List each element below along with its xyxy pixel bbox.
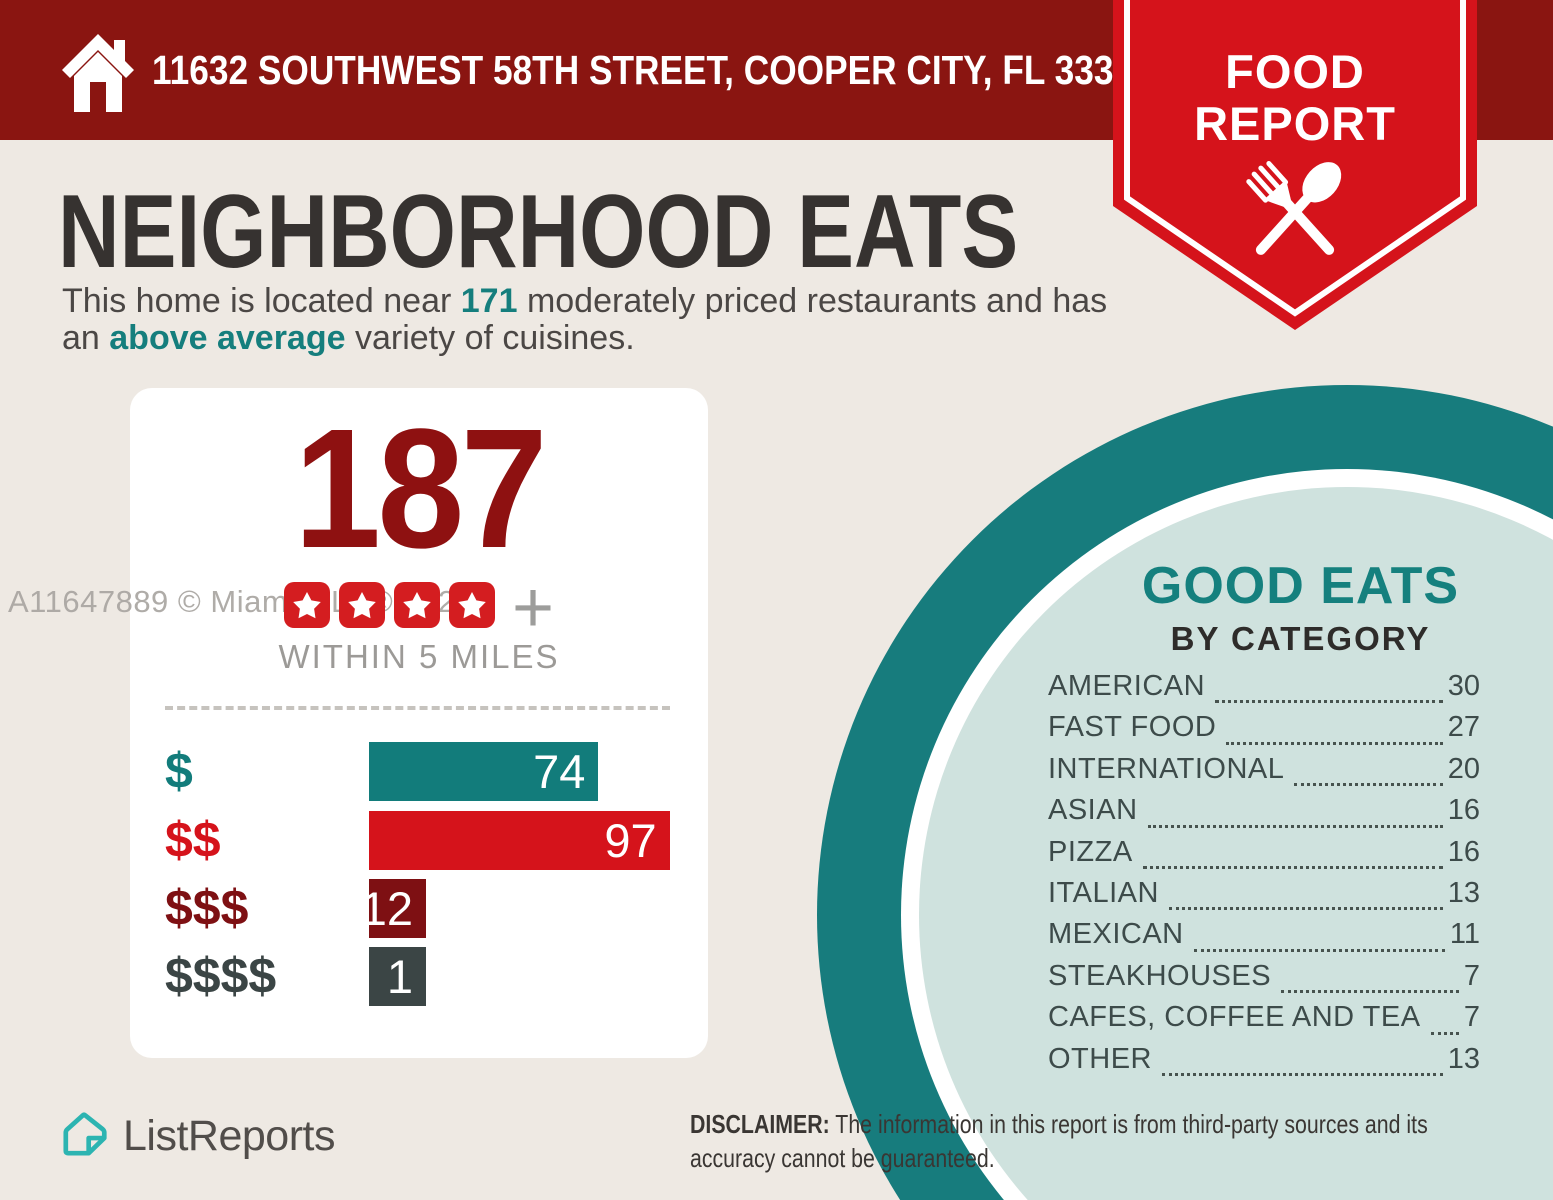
category-count: 27: [1447, 711, 1480, 744]
star-icon: [448, 582, 495, 628]
category-label: PIZZA: [1048, 835, 1133, 868]
total-restaurants: 187: [294, 394, 548, 584]
category-row: INTERNATIONAL 20: [1048, 753, 1480, 794]
disclaimer-text: DISCLAIMER: The information in this repo…: [690, 1109, 1428, 1173]
food-report-ribbon: FOOD REPORT: [1113, 0, 1477, 336]
restaurant-count: 171: [460, 282, 518, 320]
category-label: CAFES, COFFEE AND TEA: [1048, 1001, 1421, 1034]
home-icon: [62, 34, 134, 112]
dashed-divider: [165, 706, 670, 710]
dotted-leader: [1168, 907, 1443, 911]
price-tier-row: $$ 97: [130, 811, 708, 870]
ribbon-line1: FOOD: [1225, 45, 1365, 98]
price-tier-label: $$$$: [165, 948, 277, 1004]
listreports-wordmark: ListReports: [123, 1111, 335, 1160]
radius-label: WITHIN 5 MILES: [278, 638, 560, 675]
price-tier-label: $$$: [165, 880, 249, 936]
category-count: 30: [1447, 670, 1480, 702]
dotted-leader: [1215, 700, 1443, 704]
category-row: MEXICAN 11: [1048, 918, 1480, 959]
dotted-leader: [1147, 824, 1443, 828]
category-label: MEXICAN: [1048, 918, 1184, 951]
star-rating: +: [130, 567, 708, 648]
listreports-logo: ListReports: [58, 1110, 335, 1162]
price-tier-label: $$: [165, 812, 221, 868]
category-row: AMERICAN 30: [1048, 670, 1480, 711]
good-eats-subtitle: BY CATEGORY: [1170, 620, 1431, 657]
star-icon: [393, 582, 440, 628]
price-tier-row: $$$ 12: [130, 879, 708, 938]
category-row: ITALIAN 13: [1048, 877, 1480, 918]
category-label: INTERNATIONAL: [1048, 752, 1285, 785]
dotted-leader: [1193, 948, 1445, 952]
price-tier-row: $$$$ 1: [130, 947, 708, 1006]
page-title: NEIGHBORHOOD EATS: [58, 174, 1019, 290]
dotted-leader: [1430, 1031, 1459, 1035]
category-label: AMERICAN: [1048, 670, 1206, 702]
star-icon: [338, 582, 385, 628]
star-icon-wrap: [338, 582, 385, 633]
dotted-leader: [1226, 741, 1443, 745]
good-eats-header: GOOD EATS BY CATEGORY: [1063, 556, 1538, 658]
ribbon-banner-shape: [1113, 0, 1477, 330]
category-row: STEAKHOUSES 7: [1048, 960, 1480, 1001]
star-icon-wrap: [448, 582, 495, 633]
price-tier-bar: 97: [369, 811, 670, 870]
category-label: ITALIAN: [1048, 876, 1159, 909]
price-tier-bar: 74: [369, 742, 599, 801]
category-count: 13: [1447, 876, 1480, 909]
price-tier-label: $: [165, 743, 193, 799]
dotted-leader: [1142, 865, 1443, 869]
category-row: OTHER 13: [1048, 1043, 1480, 1084]
ribbon-line2: REPORT: [1194, 97, 1396, 150]
property-address: 11632 SOUTHWEST 58TH STREET, COOPER CITY…: [152, 47, 1153, 93]
category-row: FAST FOOD 27: [1048, 711, 1480, 752]
good-eats-category-list: AMERICAN 30 FAST FOOD 27 INTERNATIONAL 20 ASIA…: [1048, 670, 1480, 1084]
spoon-fork-icon: [1246, 161, 1342, 255]
category-label: FAST FOOD: [1048, 711, 1217, 744]
dotted-leader: [1294, 783, 1443, 787]
category-count: 7: [1463, 1001, 1480, 1034]
category-label: OTHER: [1048, 1042, 1152, 1075]
category-count: 16: [1447, 794, 1480, 827]
category-count: 7: [1463, 959, 1480, 992]
price-tier-row: $74: [130, 742, 708, 801]
category-count: 13: [1447, 1042, 1480, 1075]
listreports-house-icon: [63, 1112, 107, 1156]
star-icon-wrap: [283, 582, 330, 633]
category-row: ASIAN 16: [1048, 794, 1480, 835]
variety-highlight: above average: [109, 319, 346, 357]
category-row: PIZZA 16: [1048, 836, 1480, 877]
price-tier-bar: 12: [361, 879, 426, 938]
good-eats-title: GOOD EATS: [1141, 557, 1460, 615]
category-count: 20: [1447, 752, 1480, 785]
category-row: CAFES, COFFEE AND TEA 7: [1048, 1001, 1480, 1042]
dotted-leader: [1281, 990, 1459, 994]
category-label: STEAKHOUSES: [1048, 959, 1272, 992]
category-count: 11: [1449, 918, 1480, 951]
star-icon: [283, 582, 330, 628]
price-tier-bar: 1: [369, 947, 426, 1006]
category-label: ASIAN: [1048, 794, 1138, 827]
restaurant-summary-card: 187 + WITHIN 5 MILES $74 $$ 97 $$$ 12 $$$$ 1: [130, 388, 708, 1058]
intro-sentence: This home is located near 171 moderately…: [62, 282, 1108, 357]
dotted-leader: [1162, 1072, 1443, 1076]
star-icon-wrap: [393, 582, 440, 633]
plus-sign: +: [511, 567, 555, 648]
category-count: 16: [1447, 835, 1480, 868]
